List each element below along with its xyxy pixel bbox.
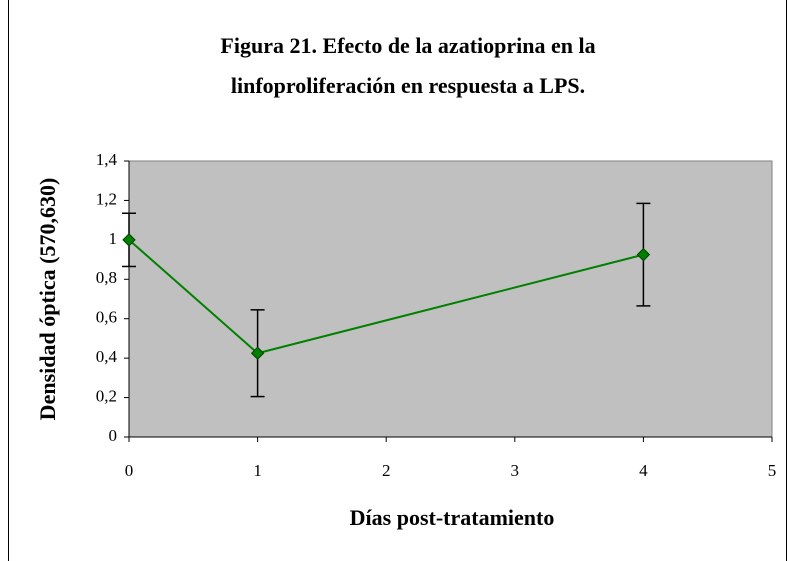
marker xyxy=(636,247,651,262)
x-tick-label: 4 xyxy=(639,461,648,480)
plot-area xyxy=(128,160,773,438)
y-tick-label: 0,4 xyxy=(96,347,118,366)
chart-title: linfoproliferación en respuesta a LPS. xyxy=(231,73,585,98)
x-tick-label: 0 xyxy=(125,461,134,480)
marker xyxy=(122,233,136,247)
x-tick-label: 1 xyxy=(253,461,262,480)
y-tick-label: 0,8 xyxy=(96,268,117,287)
x-tick-label: 5 xyxy=(768,461,777,480)
y-tick-label: 0,2 xyxy=(96,386,117,405)
y-tick-label: 1 xyxy=(109,229,118,248)
y-tick-label: 1,2 xyxy=(96,189,117,208)
marker xyxy=(250,346,265,360)
y-tick-label: 1,4 xyxy=(96,150,118,169)
x-axis-label: Días post-tratamiento xyxy=(350,505,555,530)
y-axis-label: Densidad óptica (570,630) xyxy=(35,178,60,421)
chart-title: Figura 21. Efecto de la azatioprina en l… xyxy=(220,33,595,58)
x-tick-label: 3 xyxy=(511,461,520,480)
y-tick-label: 0,6 xyxy=(96,308,117,327)
x-tick-label: 2 xyxy=(382,461,391,480)
y-tick-label: 0 xyxy=(109,426,118,445)
